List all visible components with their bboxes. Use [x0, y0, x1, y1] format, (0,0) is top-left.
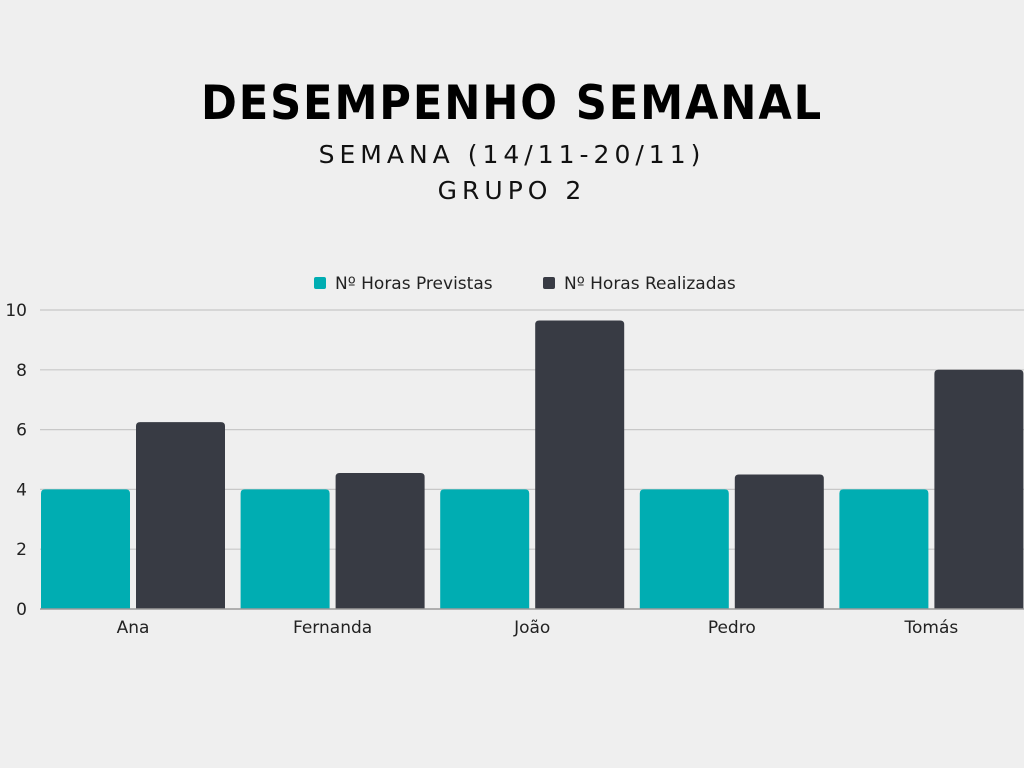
chart-subtitle-week: SEMANA (14/11-20/11) [318, 140, 706, 169]
bar-previstas [839, 489, 929, 609]
bars [41, 320, 1024, 609]
bar-realizadas [934, 369, 1024, 609]
x-axis-ticks: Ana Fernanda João Pedro Tomás [117, 618, 959, 638]
y-tick-label: 10 [5, 301, 27, 321]
legend-swatch [543, 277, 555, 289]
bar-previstas [440, 489, 530, 609]
y-tick-label: 2 [16, 540, 27, 560]
x-tick-label: João [513, 618, 550, 638]
x-tick-label: Fernanda [293, 618, 372, 638]
x-tick-label: Pedro [708, 618, 756, 638]
legend: Nº Horas Previstas Nº Horas Realizadas [314, 274, 736, 294]
y-tick-label: 0 [16, 600, 27, 620]
legend-swatch [314, 277, 326, 289]
x-tick-label: Tomás [904, 618, 959, 638]
chart-title: DESEMPENHO SEMANAL [200, 76, 824, 131]
bar-realizadas [535, 320, 625, 609]
bar-realizadas [734, 474, 824, 609]
legend-label: Nº Horas Previstas [335, 274, 493, 294]
bar-previstas [639, 489, 729, 609]
y-tick-label: 6 [16, 421, 27, 441]
y-tick-label: 4 [16, 480, 27, 500]
y-tick-label: 8 [16, 361, 27, 381]
x-tick-label: Ana [117, 618, 150, 638]
legend-label: Nº Horas Realizadas [564, 274, 736, 294]
bar-previstas [41, 489, 130, 609]
bar-realizadas [335, 472, 425, 609]
bar-previstas [240, 489, 330, 609]
y-axis-ticks: 0 2 4 6 8 10 [5, 301, 27, 620]
chart-subtitle-group: GRUPO 2 [437, 176, 587, 205]
bar-realizadas [136, 422, 225, 609]
